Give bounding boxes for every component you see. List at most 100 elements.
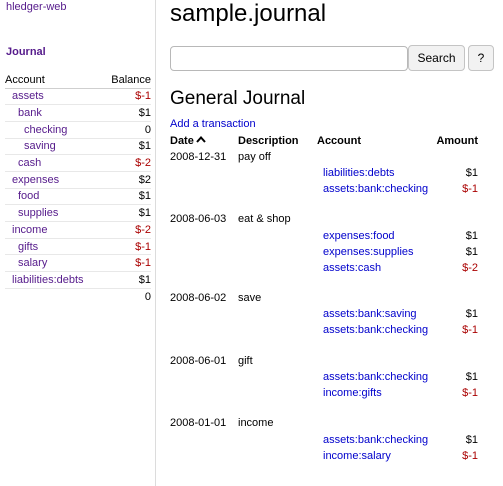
accounts-total-row: 0 [5, 288, 151, 305]
add-transaction-link[interactable]: Add a transaction [170, 118, 256, 130]
account-link[interactable]: food [18, 190, 40, 203]
transaction-description: pay off [238, 150, 271, 163]
posting-blank [170, 322, 238, 338]
posting-account-cell: liabilities:debts [317, 165, 433, 181]
account-name-cell: checking [5, 121, 102, 139]
account-balance: $1 [101, 104, 151, 122]
account-row: gifts $-1 [5, 238, 151, 256]
account-row: cash $-2 [5, 154, 151, 172]
posting-account-link[interactable]: assets:bank:checking [323, 324, 429, 337]
account-link[interactable]: saving [24, 140, 56, 153]
account-link[interactable]: cash [18, 157, 42, 170]
posting-account-link[interactable]: liabilities:debts [323, 167, 395, 179]
posting-account-link[interactable]: income:salary [323, 449, 391, 462]
balance-column-header: Balance [101, 72, 151, 89]
posting-account-link[interactable]: expenses:food [323, 229, 395, 242]
posting-blank [170, 432, 238, 448]
posting-account-link[interactable]: expenses:supplies [323, 245, 414, 258]
posting-blank [238, 306, 317, 322]
journal-title: General Journal [170, 88, 306, 109]
posting-account-cell: expenses:food [317, 228, 433, 244]
account-link[interactable]: income [12, 223, 48, 236]
main-content: sample.journal Search ? General Journal … [170, 0, 503, 486]
posting-amount: $1 [465, 229, 478, 242]
chevron-up-icon[interactable] [196, 135, 206, 145]
account-balance: $-2 [101, 154, 151, 172]
posting-blank [170, 165, 238, 181]
transaction-row: 2008-06-02 save [170, 289, 478, 306]
transaction-row: 2008-06-01 gift [170, 352, 478, 369]
posting-blank [238, 432, 317, 448]
date-column-header[interactable]: Date [170, 133, 238, 148]
account-link[interactable]: bank [18, 107, 42, 120]
transaction-date: 2008-06-03 [170, 213, 227, 226]
account-name-cell: salary [5, 254, 102, 273]
search-button[interactable]: Search [408, 45, 465, 71]
posting-blank [170, 244, 238, 260]
posting-account-link[interactable]: assets:bank:saving [323, 308, 417, 321]
date-header-label: Date [170, 134, 194, 147]
amount-column-header: Amount [436, 134, 478, 147]
sidebar: hledger-web Journal Account Balance asse… [0, 0, 156, 486]
posting-row: liabilities:debts $1 [170, 165, 478, 181]
posting-blank [170, 181, 238, 197]
posting-blank [238, 228, 317, 244]
account-link[interactable]: assets [12, 90, 44, 103]
account-row: checking 0 [5, 121, 151, 139]
spacer-cell [170, 276, 478, 290]
account-link[interactable]: expenses [12, 173, 60, 186]
account-row: salary $-1 [5, 254, 151, 273]
account-column-header: Account [5, 72, 102, 89]
journal-link[interactable]: Journal [6, 46, 46, 58]
posting-account-link[interactable]: assets:cash [323, 261, 382, 274]
transaction-description: income [238, 417, 274, 430]
posting-account-link[interactable]: income:gifts [323, 387, 382, 400]
posting-blank [238, 244, 317, 260]
account-name-cell: gifts [5, 238, 102, 256]
posting-account-cell: assets:bank:checking [317, 432, 433, 448]
help-button[interactable]: ? [468, 45, 494, 71]
account-name-cell: expenses [5, 171, 102, 189]
account-link[interactable]: checking [24, 123, 68, 136]
transaction-description: gift [238, 354, 253, 367]
posting-blank [170, 369, 238, 385]
description-column-header: Description [238, 134, 299, 147]
transaction-date: 2008-06-01 [170, 354, 227, 367]
account-link[interactable]: supplies [18, 207, 59, 220]
page-title: sample.journal [170, 0, 327, 27]
posting-amount: $-1 [462, 449, 478, 462]
account-row: assets $-1 [5, 88, 151, 106]
posting-account-cell: income:gifts [317, 385, 433, 401]
posting-row: income:gifts $-1 [170, 385, 478, 401]
account-link[interactable]: gifts [18, 240, 39, 253]
transaction-row: 2008-12-31 pay off [170, 148, 478, 165]
app-home-link[interactable]: hledger-web [6, 1, 67, 13]
account-link[interactable]: liabilities:debts [12, 273, 84, 286]
account-link[interactable]: salary [18, 257, 48, 270]
posting-row: assets:bank:saving $1 [170, 306, 478, 322]
posting-blank [170, 306, 238, 322]
account-row: expenses $2 [5, 171, 151, 189]
account-balance: $-2 [101, 221, 151, 239]
transaction-date: 2008-06-02 [170, 291, 227, 304]
account-name-cell: assets [5, 88, 102, 106]
account-row: food $1 [5, 188, 151, 206]
spacer-cell [170, 401, 478, 415]
accounts-body: assets $-1 bank $1 checking 0 saving $1 cash $-2 e… [5, 88, 151, 305]
posting-account-cell: expenses:supplies [317, 244, 433, 260]
transaction-row: 2008-01-01 income [170, 415, 478, 432]
account-row: liabilities:debts $1 [5, 271, 151, 289]
posting-account-cell: assets:bank:saving [317, 306, 433, 322]
posting-row: assets:bank:checking $1 [170, 369, 478, 385]
posting-account-link[interactable]: assets:bank:checking [323, 371, 429, 384]
posting-blank [238, 165, 317, 181]
transaction-date: 2008-12-31 [170, 150, 227, 163]
posting-blank [170, 448, 238, 464]
posting-amount: $1 [465, 371, 478, 384]
posting-account-link[interactable]: assets:bank:checking [323, 433, 429, 446]
search-input[interactable] [170, 46, 408, 71]
account-balance: $-1 [101, 254, 151, 273]
posting-account-link[interactable]: assets:bank:checking [323, 183, 429, 195]
account-balance: $-1 [101, 238, 151, 256]
posting-amount: $-1 [462, 387, 478, 400]
